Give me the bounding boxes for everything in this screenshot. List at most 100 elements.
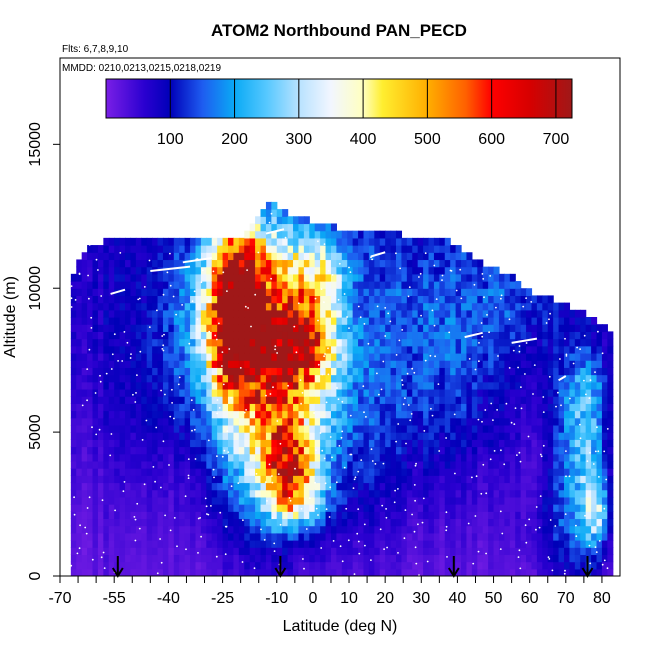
heatmap-cell [368,403,375,412]
heatmap-cell [293,374,300,383]
heatmap-cell [417,568,424,576]
heatmap-cell [341,525,348,534]
heatmap-cell [352,245,359,253]
heatmap-cell [76,475,83,484]
heatmap-cell [412,396,419,404]
heatmap-cell [417,237,424,246]
heatmap-cell [601,460,608,469]
heatmap-cell [330,504,337,512]
heatmap-cell [141,547,148,556]
heatmap-cell [206,302,213,311]
heatmap-cell [152,453,159,462]
heatmap-cell [330,245,337,253]
heatmap-cell [222,288,229,297]
heatmap-cell [358,367,365,376]
heatmap-cell [336,374,343,383]
heatmap-cell [607,360,614,368]
heatmap-cell [509,482,516,491]
heatmap-cell [233,295,240,304]
heatmap-cell [471,439,478,448]
heatmap-cell [260,381,267,390]
heatmap-cell [265,223,272,232]
flight-sample-dot [200,281,203,284]
heatmap-cell [222,345,229,354]
heatmap-cell [379,468,386,476]
heatmap-cell [244,374,251,383]
heatmap-cell [574,561,581,570]
heatmap-cell [558,345,565,354]
heatmap-cell [222,468,229,476]
heatmap-cell [363,554,370,563]
flight-sample-dot [585,393,587,396]
heatmap-cell [249,532,256,541]
flight-sample-dot [563,572,566,575]
heatmap-cell [309,288,316,297]
flight-sample-dot [480,322,483,324]
flight-sample-dot [268,463,271,466]
heatmap-cell [260,482,267,491]
heatmap-cell [433,360,440,368]
heatmap-cell [428,360,435,368]
heatmap-cell [157,295,164,304]
heatmap-cell [374,439,381,448]
flight-sample-dot [468,358,471,360]
heatmap-cell [379,388,386,397]
heatmap-cell [87,288,94,297]
heatmap-cell [428,424,435,433]
heatmap-cell [488,424,495,433]
heatmap-cell [341,518,348,527]
heatmap-cell [195,511,202,520]
heatmap-cell [379,460,386,469]
heatmap-cell [103,504,110,512]
heatmap-cell [114,396,121,404]
heatmap-cell [336,273,343,282]
heatmap-cell [390,374,397,383]
flight-sample-dot [401,379,403,381]
heatmap-cell [536,432,543,440]
flight-sample-dot [273,542,276,545]
heatmap-cell [466,554,473,563]
heatmap-cell [488,266,495,275]
heatmap-cell [330,252,337,261]
heatmap-cell [190,511,197,520]
heatmap-cell [303,237,310,246]
heatmap-cell [433,460,440,469]
heatmap-cell [347,511,354,520]
heatmap-cell [293,518,300,527]
flight-sample-dot [210,505,212,507]
heatmap-cell [390,561,397,570]
heatmap-cell [282,237,289,246]
heatmap-cell [417,396,424,404]
heatmap-cell [358,317,365,325]
heatmap-cell [450,396,457,404]
heatmap-cell [580,410,587,419]
heatmap-cell [347,482,354,491]
flight-sample-dot [274,348,276,351]
flight-sample-dot [343,466,346,469]
heatmap-cell [607,345,614,354]
heatmap-cell [238,453,245,462]
heatmap-cell [233,302,240,311]
heatmap-cell [498,554,505,563]
heatmap-cell [320,453,327,462]
heatmap-cell [146,532,153,541]
heatmap-cell [358,511,365,520]
heatmap-cell [444,345,451,354]
heatmap-cell [498,460,505,469]
heatmap-cell [92,561,99,570]
heatmap-cell [70,381,77,390]
flight-sample-dot [493,450,496,452]
heatmap-cell [363,288,370,297]
heatmap-cell [352,468,359,476]
heatmap-cell [320,288,327,297]
heatmap-cell [103,518,110,527]
flight-sample-dot [73,513,76,516]
heatmap-cell [238,547,245,556]
heatmap-cell [412,281,419,289]
heatmap-cell [596,482,603,491]
flight-sample-dot [475,475,478,478]
heatmap-cell [358,302,365,311]
heatmap-cell [547,360,554,368]
heatmap-cell [190,374,197,383]
heatmap-cell [293,295,300,304]
